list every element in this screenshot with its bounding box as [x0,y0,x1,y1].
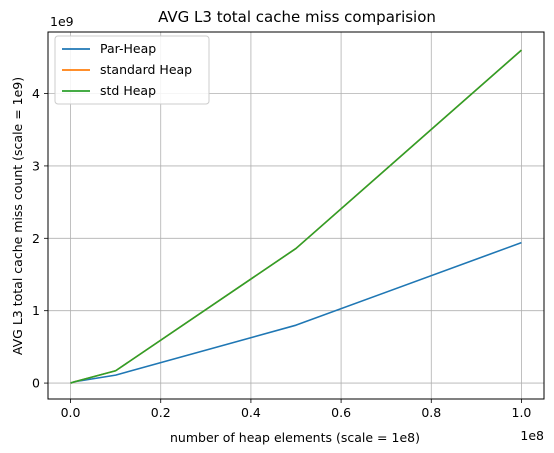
x-offset-label: 1e8 [520,428,544,443]
x-tick-label: 0.0 [61,405,81,420]
chart-title: AVG L3 total cache miss comparision [158,8,436,26]
x-tick-label: 1.0 [512,405,532,420]
plot-frame [47,31,545,400]
x-tick-label: 0.4 [241,405,261,420]
y-tick-label: 1 [32,303,40,318]
y-offset-label: 1e9 [50,14,74,29]
ticks: 0.0 0.2 0.4 0.6 0.8 1.0 0 1 2 3 4 [32,86,531,420]
x-tick-label: 0.2 [151,405,171,420]
series-lines [70,49,522,384]
x-tick-label: 0.8 [421,405,441,420]
series-line-std-heap [70,49,522,384]
series-line-par-heap [70,241,522,384]
legend: Par-Heap standard Heap std Heap [54,35,210,105]
y-tick-label: 2 [32,231,40,246]
legend-label-standard-heap: standard Heap [100,62,192,77]
legend-label-par-heap: Par-Heap [100,41,156,56]
y-tick-label: 0 [32,376,40,391]
legend-box [54,35,210,105]
x-tick-label: 0.6 [331,405,351,420]
y-axis-label: AVG L3 total cache miss count (scale = 1… [10,77,25,355]
legend-label-std-heap: std Heap [100,83,156,98]
y-tick-label: 3 [32,158,40,173]
y-tick-label: 4 [32,86,40,101]
x-axis-label: number of heap elements (scale = 1e8) [170,430,420,445]
